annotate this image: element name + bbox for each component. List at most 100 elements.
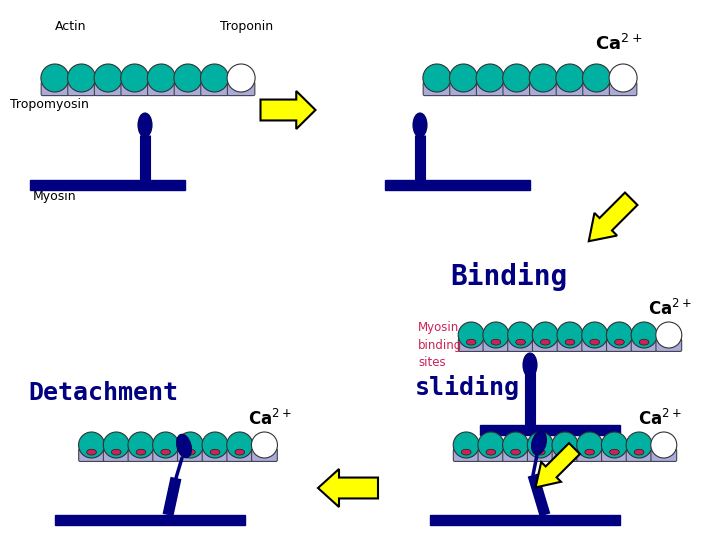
- FancyBboxPatch shape: [530, 82, 557, 96]
- Bar: [430, 515, 620, 525]
- FancyBboxPatch shape: [651, 449, 677, 462]
- Text: Tropomyosin: Tropomyosin: [10, 98, 89, 111]
- Text: sliding: sliding: [415, 375, 520, 400]
- Text: Ca$^{2+}$: Ca$^{2+}$: [648, 299, 692, 319]
- Circle shape: [527, 432, 553, 458]
- Text: Binding: Binding: [450, 262, 567, 291]
- Circle shape: [174, 64, 202, 92]
- Ellipse shape: [639, 339, 649, 345]
- FancyBboxPatch shape: [41, 82, 68, 96]
- Bar: [480, 425, 620, 435]
- Circle shape: [103, 432, 130, 458]
- Circle shape: [128, 432, 154, 458]
- Circle shape: [582, 64, 611, 92]
- Bar: [30, 180, 185, 190]
- FancyBboxPatch shape: [423, 82, 451, 96]
- Ellipse shape: [210, 449, 220, 455]
- Ellipse shape: [510, 449, 521, 455]
- FancyBboxPatch shape: [577, 449, 603, 462]
- Text: Ca$^{2+}$: Ca$^{2+}$: [638, 409, 682, 429]
- FancyBboxPatch shape: [477, 82, 504, 96]
- Circle shape: [478, 432, 504, 458]
- Text: Myosin
binding
sites: Myosin binding sites: [418, 321, 462, 368]
- Polygon shape: [261, 91, 315, 129]
- Circle shape: [606, 322, 632, 348]
- Text: Myosin: Myosin: [33, 190, 76, 203]
- Circle shape: [449, 64, 477, 92]
- Circle shape: [153, 432, 179, 458]
- FancyBboxPatch shape: [606, 339, 632, 352]
- Circle shape: [453, 432, 480, 458]
- Text: Detachment: Detachment: [28, 381, 178, 405]
- FancyBboxPatch shape: [503, 449, 528, 462]
- Circle shape: [78, 432, 104, 458]
- FancyBboxPatch shape: [626, 449, 652, 462]
- FancyBboxPatch shape: [528, 449, 553, 462]
- Circle shape: [631, 322, 657, 348]
- Ellipse shape: [413, 113, 427, 137]
- Circle shape: [503, 64, 531, 92]
- Circle shape: [529, 64, 557, 92]
- Circle shape: [227, 432, 253, 458]
- Ellipse shape: [86, 449, 96, 455]
- Circle shape: [503, 432, 528, 458]
- Circle shape: [94, 64, 122, 92]
- Circle shape: [476, 64, 504, 92]
- FancyBboxPatch shape: [251, 449, 277, 462]
- FancyBboxPatch shape: [178, 449, 203, 462]
- FancyBboxPatch shape: [153, 449, 179, 462]
- Circle shape: [577, 432, 603, 458]
- FancyBboxPatch shape: [552, 449, 578, 462]
- FancyBboxPatch shape: [128, 449, 154, 462]
- Ellipse shape: [462, 449, 471, 455]
- Circle shape: [202, 432, 228, 458]
- Ellipse shape: [112, 449, 121, 455]
- FancyBboxPatch shape: [454, 449, 479, 462]
- FancyBboxPatch shape: [68, 82, 95, 96]
- Ellipse shape: [590, 339, 600, 345]
- Circle shape: [227, 64, 255, 92]
- Bar: [385, 180, 530, 190]
- Ellipse shape: [634, 449, 644, 455]
- FancyBboxPatch shape: [556, 82, 584, 96]
- Ellipse shape: [138, 113, 152, 137]
- Ellipse shape: [523, 353, 537, 377]
- Text: Ca$^{2+}$: Ca$^{2+}$: [248, 409, 292, 429]
- Ellipse shape: [486, 449, 496, 455]
- Circle shape: [582, 322, 608, 348]
- FancyBboxPatch shape: [557, 339, 583, 352]
- FancyBboxPatch shape: [503, 82, 531, 96]
- Circle shape: [68, 64, 96, 92]
- Circle shape: [251, 432, 277, 458]
- FancyBboxPatch shape: [201, 82, 228, 96]
- Bar: [55, 515, 245, 525]
- FancyBboxPatch shape: [508, 339, 534, 352]
- FancyBboxPatch shape: [459, 339, 484, 352]
- FancyBboxPatch shape: [478, 449, 504, 462]
- Polygon shape: [536, 443, 580, 488]
- FancyBboxPatch shape: [104, 449, 129, 462]
- FancyBboxPatch shape: [148, 82, 175, 96]
- Circle shape: [651, 432, 677, 458]
- Ellipse shape: [610, 449, 619, 455]
- Circle shape: [556, 64, 584, 92]
- FancyBboxPatch shape: [582, 82, 611, 96]
- Ellipse shape: [541, 339, 550, 345]
- Circle shape: [656, 322, 682, 348]
- Circle shape: [423, 64, 451, 92]
- Ellipse shape: [491, 339, 501, 345]
- Ellipse shape: [615, 339, 624, 345]
- Ellipse shape: [531, 431, 546, 455]
- FancyBboxPatch shape: [656, 339, 682, 352]
- Text: Troponin: Troponin: [220, 20, 273, 33]
- FancyBboxPatch shape: [94, 82, 122, 96]
- FancyBboxPatch shape: [78, 449, 104, 462]
- Ellipse shape: [235, 449, 245, 455]
- Ellipse shape: [136, 449, 146, 455]
- Circle shape: [508, 322, 534, 348]
- Circle shape: [609, 64, 637, 92]
- Ellipse shape: [536, 449, 545, 455]
- Circle shape: [532, 322, 558, 348]
- Circle shape: [200, 64, 228, 92]
- FancyBboxPatch shape: [609, 82, 636, 96]
